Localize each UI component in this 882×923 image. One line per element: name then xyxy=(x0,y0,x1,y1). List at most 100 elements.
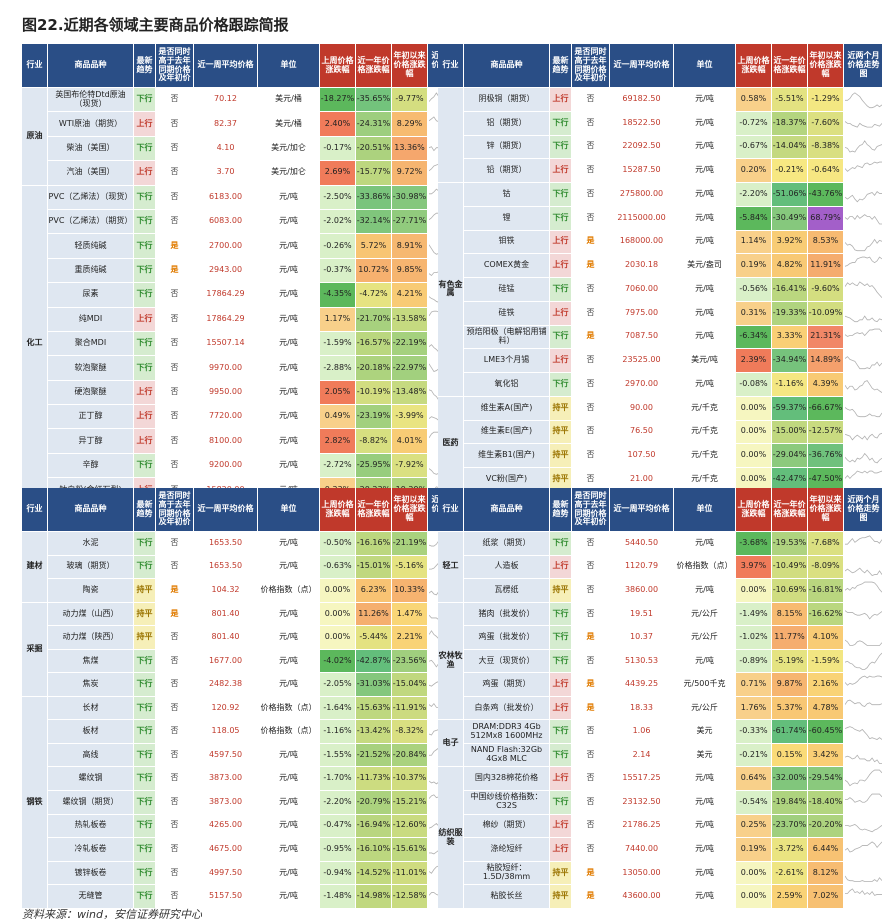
price-unit: 元/吨 xyxy=(674,88,736,112)
industry-cell: 轻工 xyxy=(438,532,464,603)
trend-badge: 下行 xyxy=(134,791,156,815)
weekly-change: 0.00% xyxy=(736,579,772,603)
trend-badge: 上行 xyxy=(550,838,572,862)
industry-cell: 采掘 xyxy=(22,602,48,697)
price-unit: 元/吨 xyxy=(674,373,736,397)
sparkline-chart xyxy=(844,396,882,421)
trend-badge: 上行 xyxy=(550,767,572,792)
price-unit: 元/吨 xyxy=(258,555,320,580)
weekly-change: -2.02% xyxy=(320,209,356,235)
sparkline-chart xyxy=(844,278,882,302)
weekly-avg-price: 7060.00 xyxy=(610,278,674,302)
weekly-change: -0.72% xyxy=(736,111,772,136)
price-unit: 元/吨 xyxy=(258,234,320,259)
yearly-change: -14.98% xyxy=(356,885,392,909)
sparkline-chart xyxy=(844,814,882,839)
above-flag: 否 xyxy=(156,136,194,162)
trend-badge: 下行 xyxy=(134,673,156,697)
header-cell: 近一年价格涨跌幅 xyxy=(356,488,392,532)
price-unit: 元/吨 xyxy=(258,283,320,308)
weekly-avg-price: 5130.53 xyxy=(610,649,674,674)
weekly-change: -0.56% xyxy=(736,278,772,302)
price-unit: 元/吨 xyxy=(258,380,320,406)
price-unit: 美元/桶 xyxy=(258,88,320,113)
ytd-change: 4.39% xyxy=(808,373,844,397)
yearly-change: -21.70% xyxy=(356,307,392,332)
yearly-change: -19.33% xyxy=(772,301,808,326)
above-flag: 否 xyxy=(572,791,610,815)
commodity-name: 钴 xyxy=(464,183,550,207)
commodity-name: LME3个月锡 xyxy=(464,349,550,373)
price-unit: 元/吨 xyxy=(674,206,736,231)
yearly-change: -5.51% xyxy=(772,88,808,112)
weekly-change: 0.49% xyxy=(320,405,356,430)
yearly-change: -16.41% xyxy=(772,278,808,302)
yearly-change: -13.42% xyxy=(356,720,392,744)
ytd-change: -43.76% xyxy=(808,183,844,207)
sparkline-chart xyxy=(844,532,882,556)
ytd-change: -22.19% xyxy=(392,331,428,357)
trend-badge: 上行 xyxy=(550,349,572,373)
weekly-change: -0.89% xyxy=(736,649,772,674)
weekly-change: -1.48% xyxy=(320,885,356,909)
yearly-change: -21.52% xyxy=(356,743,392,768)
yearly-change: -10.19% xyxy=(356,380,392,406)
commodity-name: 硬泡聚醚 xyxy=(48,380,134,406)
weekly-change: 1.76% xyxy=(736,696,772,721)
above-flag: 否 xyxy=(156,838,194,862)
weekly-change: -18.27% xyxy=(320,88,356,113)
weekly-avg-price: 15517.25 xyxy=(610,767,674,792)
weekly-avg-price: 1653.50 xyxy=(194,555,258,580)
commodity-name: 锂 xyxy=(464,206,550,231)
weekly-change: -0.54% xyxy=(736,791,772,815)
weekly-avg-price: 4265.00 xyxy=(194,814,258,839)
price-unit: 元/吨 xyxy=(674,301,736,326)
weekly-avg-price: 18.33 xyxy=(610,696,674,721)
weekly-avg-price: 5440.50 xyxy=(610,532,674,556)
header-cell: 最新趋势 xyxy=(134,488,156,532)
trend-badge: 下行 xyxy=(134,532,156,556)
weekly-avg-price: 6083.00 xyxy=(194,209,258,235)
above-flag: 是 xyxy=(572,673,610,697)
industry-cell: 建材 xyxy=(22,532,48,603)
above-flag: 否 xyxy=(572,555,610,580)
industry-cell: 化工 xyxy=(22,185,48,503)
ytd-change: 7.02% xyxy=(808,885,844,909)
header-cell: 年初以来价格涨跌幅 xyxy=(392,44,428,88)
header-cell: 单位 xyxy=(674,44,736,88)
yearly-change: -34.94% xyxy=(772,349,808,373)
yearly-change: -42.87% xyxy=(356,649,392,674)
trend-badge: 下行 xyxy=(134,767,156,792)
weekly-avg-price: 15287.50 xyxy=(610,159,674,183)
commodity-name: 猪肉（批发价） xyxy=(464,602,550,627)
ytd-change: 68.79% xyxy=(808,206,844,231)
price-unit: 美元/加仑 xyxy=(258,136,320,162)
yearly-change: -33.86% xyxy=(356,185,392,210)
price-unit: 元/吨 xyxy=(674,649,736,674)
ytd-change: 2.21% xyxy=(392,626,428,650)
header-cell: 近一年价格涨跌幅 xyxy=(772,488,808,532)
sparkline-chart xyxy=(844,743,882,768)
ytd-change: -8.38% xyxy=(808,135,844,160)
yearly-change: -1.16% xyxy=(772,373,808,397)
commodity-name: 国内328棉花价格 xyxy=(464,767,550,792)
yearly-change: -24.31% xyxy=(356,112,392,137)
sparkline-chart xyxy=(844,111,882,136)
industry-cell xyxy=(438,88,464,183)
trend-badge: 上行 xyxy=(134,307,156,332)
yearly-change: -59.37% xyxy=(772,396,808,421)
above-flag: 否 xyxy=(572,420,610,445)
ytd-change: -1.29% xyxy=(808,88,844,112)
price-unit: 元/吨 xyxy=(258,767,320,792)
yearly-change: -16.94% xyxy=(356,814,392,839)
yearly-change: 8.15% xyxy=(772,602,808,627)
ytd-change: -15.04% xyxy=(392,673,428,697)
above-flag: 否 xyxy=(572,838,610,862)
yearly-change: -8.82% xyxy=(356,429,392,454)
above-flag: 否 xyxy=(156,112,194,137)
trend-badge: 下行 xyxy=(550,373,572,397)
ytd-change: -12.58% xyxy=(392,885,428,909)
sparkline-chart xyxy=(844,861,882,886)
header-cell: 近一周平均价格 xyxy=(194,44,258,88)
ytd-change: 2.16% xyxy=(808,673,844,697)
